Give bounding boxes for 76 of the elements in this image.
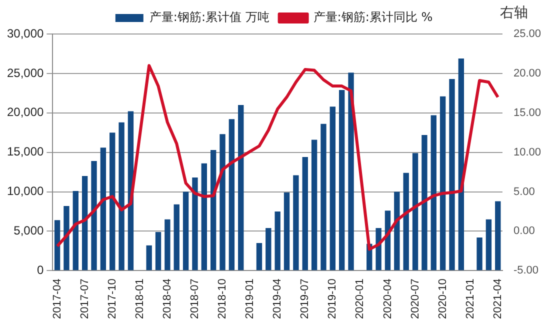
bar: [220, 134, 226, 270]
bar: [238, 104, 244, 270]
y2-tick-label: 15.00: [513, 106, 542, 119]
bar: [422, 134, 428, 270]
bar: [302, 157, 308, 270]
y-tick-label: 10,000: [7, 184, 44, 198]
x-tick-label: 2017-07: [78, 278, 91, 320]
x-tick-label: 2018-07: [189, 278, 202, 320]
bar: [266, 228, 272, 270]
bar: [293, 175, 299, 270]
bar: [476, 238, 482, 270]
y2-tick-label: 0.00: [513, 225, 535, 238]
bar: [228, 119, 235, 270]
x-tick-label: 2018-01: [134, 278, 146, 320]
bar: [118, 122, 124, 270]
bar: [274, 211, 280, 270]
bar: [155, 232, 162, 270]
x-tick-label: 2019-01: [244, 278, 256, 320]
bar: [174, 204, 180, 270]
x-tick-label: 2019-07: [299, 278, 312, 320]
bar: [110, 132, 116, 270]
bar: [458, 58, 464, 270]
y2-tick-label: -5.00: [513, 264, 539, 277]
x-tick-label: 2020-04: [382, 278, 394, 320]
bar: [394, 192, 400, 270]
x-tick-label: 2020-07: [409, 278, 422, 320]
legend-label: 产量:钢筋:累计同比 %: [313, 10, 433, 24]
bar: [210, 150, 216, 270]
bar: [440, 96, 446, 270]
y2-tick-label: 5.00: [513, 186, 535, 198]
x-tick-label: 2017-10: [106, 278, 118, 320]
bar: [320, 124, 326, 270]
y-tick-label: 25,000: [7, 66, 44, 80]
y-tick-label: 0: [37, 262, 44, 277]
x-tick-label: 2021-04: [492, 278, 504, 320]
bar: [256, 243, 262, 270]
bar: [54, 220, 60, 270]
bar: [164, 219, 170, 270]
bar: [64, 206, 70, 270]
bar: [486, 219, 492, 270]
bar: [495, 201, 501, 270]
y2-tick-label: 25.00: [513, 28, 542, 40]
bar: [430, 115, 436, 270]
bar: [284, 192, 290, 270]
x-tick-label: 2021-01: [464, 278, 476, 320]
y-tick-label: 5,000: [14, 224, 44, 238]
y-tick-label: 20,000: [7, 105, 44, 120]
bar: [201, 163, 207, 270]
bar: [338, 90, 345, 270]
x-tick-label: 2020-10: [436, 278, 449, 320]
y-tick-label: 15,000: [7, 144, 44, 159]
bar: [182, 192, 189, 270]
bar: [449, 78, 455, 270]
x-tick-label: 2017-04: [51, 278, 64, 320]
y2-tick-label: 10.00: [513, 146, 542, 158]
x-tick-label: 2020-01: [354, 278, 366, 320]
bar: [348, 72, 354, 270]
x-tick-label: 2019-10: [326, 278, 339, 320]
x-tick-label: 2018-04: [161, 278, 174, 320]
y-tick-label: 30,000: [7, 26, 44, 40]
bar: [82, 176, 88, 270]
bar: [376, 228, 382, 270]
text: 右轴: [500, 4, 528, 22]
y2-tick-label: 20.00: [513, 67, 542, 80]
bar: [100, 148, 106, 270]
bar: [91, 160, 97, 270]
bar: [192, 178, 198, 270]
bar: [146, 245, 152, 270]
legend-label: 产量:钢筋:累计值 万吨: [149, 10, 270, 24]
bar: [330, 106, 336, 270]
x-tick-label: 2019-04: [272, 278, 284, 320]
bar: [403, 172, 409, 270]
bar: [311, 140, 318, 270]
bar: [72, 190, 78, 270]
x-tick-label: 2018-10: [216, 278, 229, 320]
bar: [412, 153, 418, 270]
